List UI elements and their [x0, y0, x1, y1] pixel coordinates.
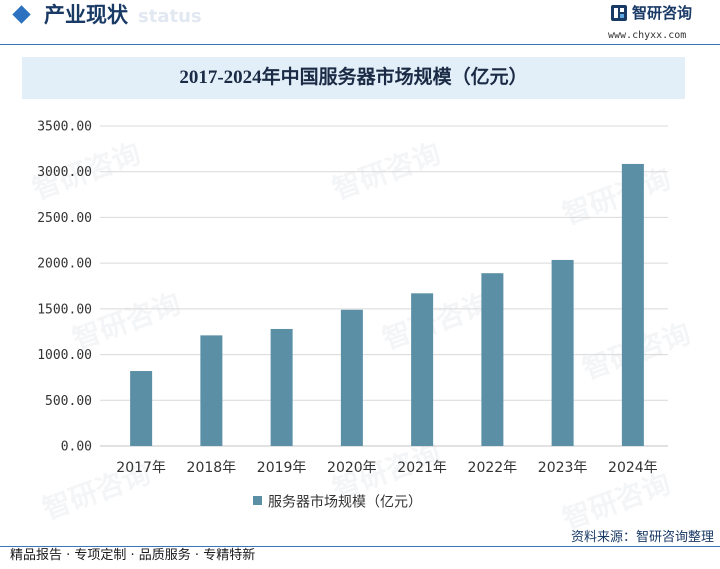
logo-text: 智研咨询: [632, 4, 693, 22]
bar: [481, 273, 504, 446]
x-tick-label: 2017年: [116, 460, 166, 476]
bar: [551, 259, 574, 446]
x-tick-label: 2019年: [257, 460, 307, 476]
bar: [130, 371, 153, 446]
x-tick-label: 2020年: [327, 460, 377, 476]
footer-divider: [0, 546, 720, 547]
y-tick-label: 0.00: [61, 440, 92, 455]
x-tick-label: 2021年: [397, 460, 447, 476]
y-tick-label: 1000.00: [37, 348, 92, 363]
x-tick-label: 2023年: [538, 460, 588, 476]
x-tick-label: 2018年: [187, 460, 237, 476]
logo-icon: [611, 5, 627, 21]
x-tick-label: 2024年: [608, 460, 658, 476]
bar-chart: 0.00 500.00 1000.00 1500.00 2000.00 2500.00 30…: [37, 120, 668, 476]
site-url[interactable]: www.chyxx.com: [608, 30, 687, 41]
y-tick-label: 1500.00: [37, 302, 92, 317]
legend-label: 服务器市场规模（亿元）: [268, 494, 422, 511]
bar: [621, 163, 644, 446]
section-title: 产业现状: [44, 3, 128, 27]
header-divider: [0, 44, 720, 45]
chart-legend: 服务器市场规模（亿元）: [253, 491, 422, 511]
bar: [270, 328, 293, 446]
bar: [411, 293, 434, 446]
bar: [340, 309, 363, 446]
section-watermark-text: status: [138, 6, 202, 27]
x-tick-label: 2022年: [468, 460, 518, 476]
legend-swatch: [253, 496, 262, 505]
source-note: 资料来源：智研咨询整理: [570, 530, 714, 545]
y-tick-label: 2000.00: [37, 257, 92, 272]
y-tick-label: 3500.00: [37, 120, 92, 135]
y-tick-label: 2500.00: [37, 211, 92, 226]
y-tick-label: 500.00: [45, 394, 92, 409]
chart-title: 2017-2024年中国服务器市场规模（亿元）: [179, 67, 528, 88]
chart-title-box: 2017-2024年中国服务器市场规模（亿元）: [22, 57, 685, 99]
footer-tagline: 精品报告 · 专项定制 · 品质服务 · 专精特新: [10, 548, 256, 563]
y-tick-label: 3000.00: [37, 165, 92, 180]
bar: [200, 335, 223, 446]
